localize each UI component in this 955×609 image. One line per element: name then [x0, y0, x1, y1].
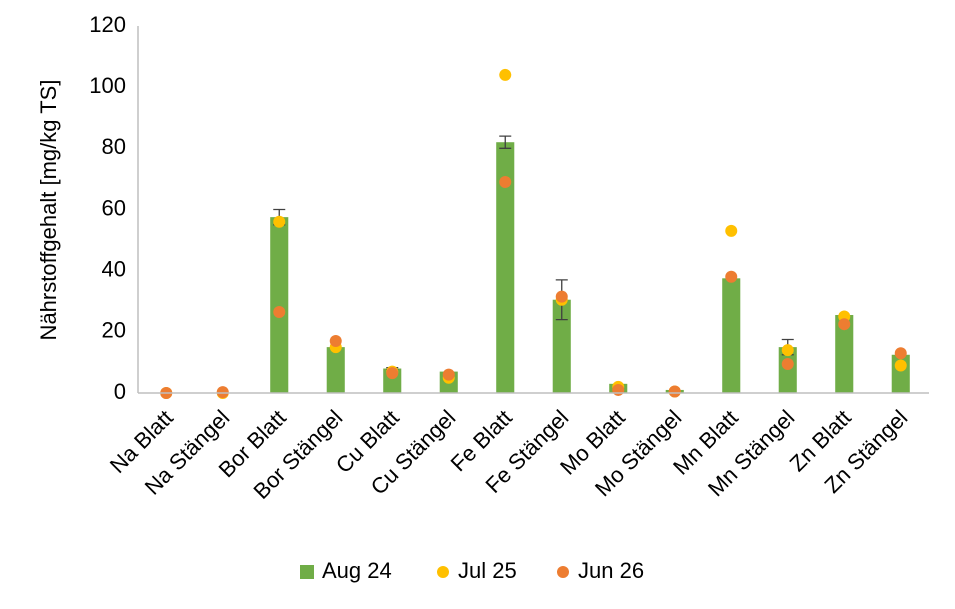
legend-swatch: [557, 566, 569, 578]
point: [216, 386, 229, 399]
point: [838, 318, 851, 331]
error-bar: [499, 135, 512, 149]
point: [386, 367, 399, 380]
point: [329, 335, 342, 348]
y-tick-label: 100: [89, 73, 126, 98]
y-tick-label: 40: [102, 256, 126, 281]
point: [273, 215, 286, 228]
legend-label: Jun 26: [578, 558, 644, 583]
point: [499, 175, 512, 188]
bar: [778, 347, 797, 393]
point: [725, 224, 738, 237]
bar: [835, 315, 854, 393]
bar: [270, 217, 289, 393]
point: [442, 368, 455, 381]
point: [894, 359, 907, 372]
point: [668, 385, 681, 398]
y-tick-label: 80: [102, 134, 126, 159]
point: [612, 383, 625, 396]
bar: [496, 142, 515, 393]
legend-label: Aug 24: [322, 558, 392, 583]
bar: [722, 278, 741, 393]
point: [725, 270, 738, 283]
y-tick-label: 60: [102, 195, 126, 220]
point: [499, 68, 512, 81]
point: [555, 290, 568, 303]
legend-swatch: [437, 566, 449, 578]
point: [781, 344, 794, 357]
y-tick-label: 120: [89, 12, 126, 37]
point: [894, 347, 907, 360]
legend-label: Jul 25: [458, 558, 517, 583]
y-tick-label: 20: [102, 318, 126, 343]
y-tick-label: 0: [114, 379, 126, 404]
point: [273, 305, 286, 318]
point: [781, 357, 794, 370]
bar: [552, 299, 571, 393]
y-axis-label: Nährstoffgehalt [mg/kg TS]: [36, 80, 61, 341]
legend-swatch: [300, 565, 314, 579]
bar: [326, 347, 345, 393]
